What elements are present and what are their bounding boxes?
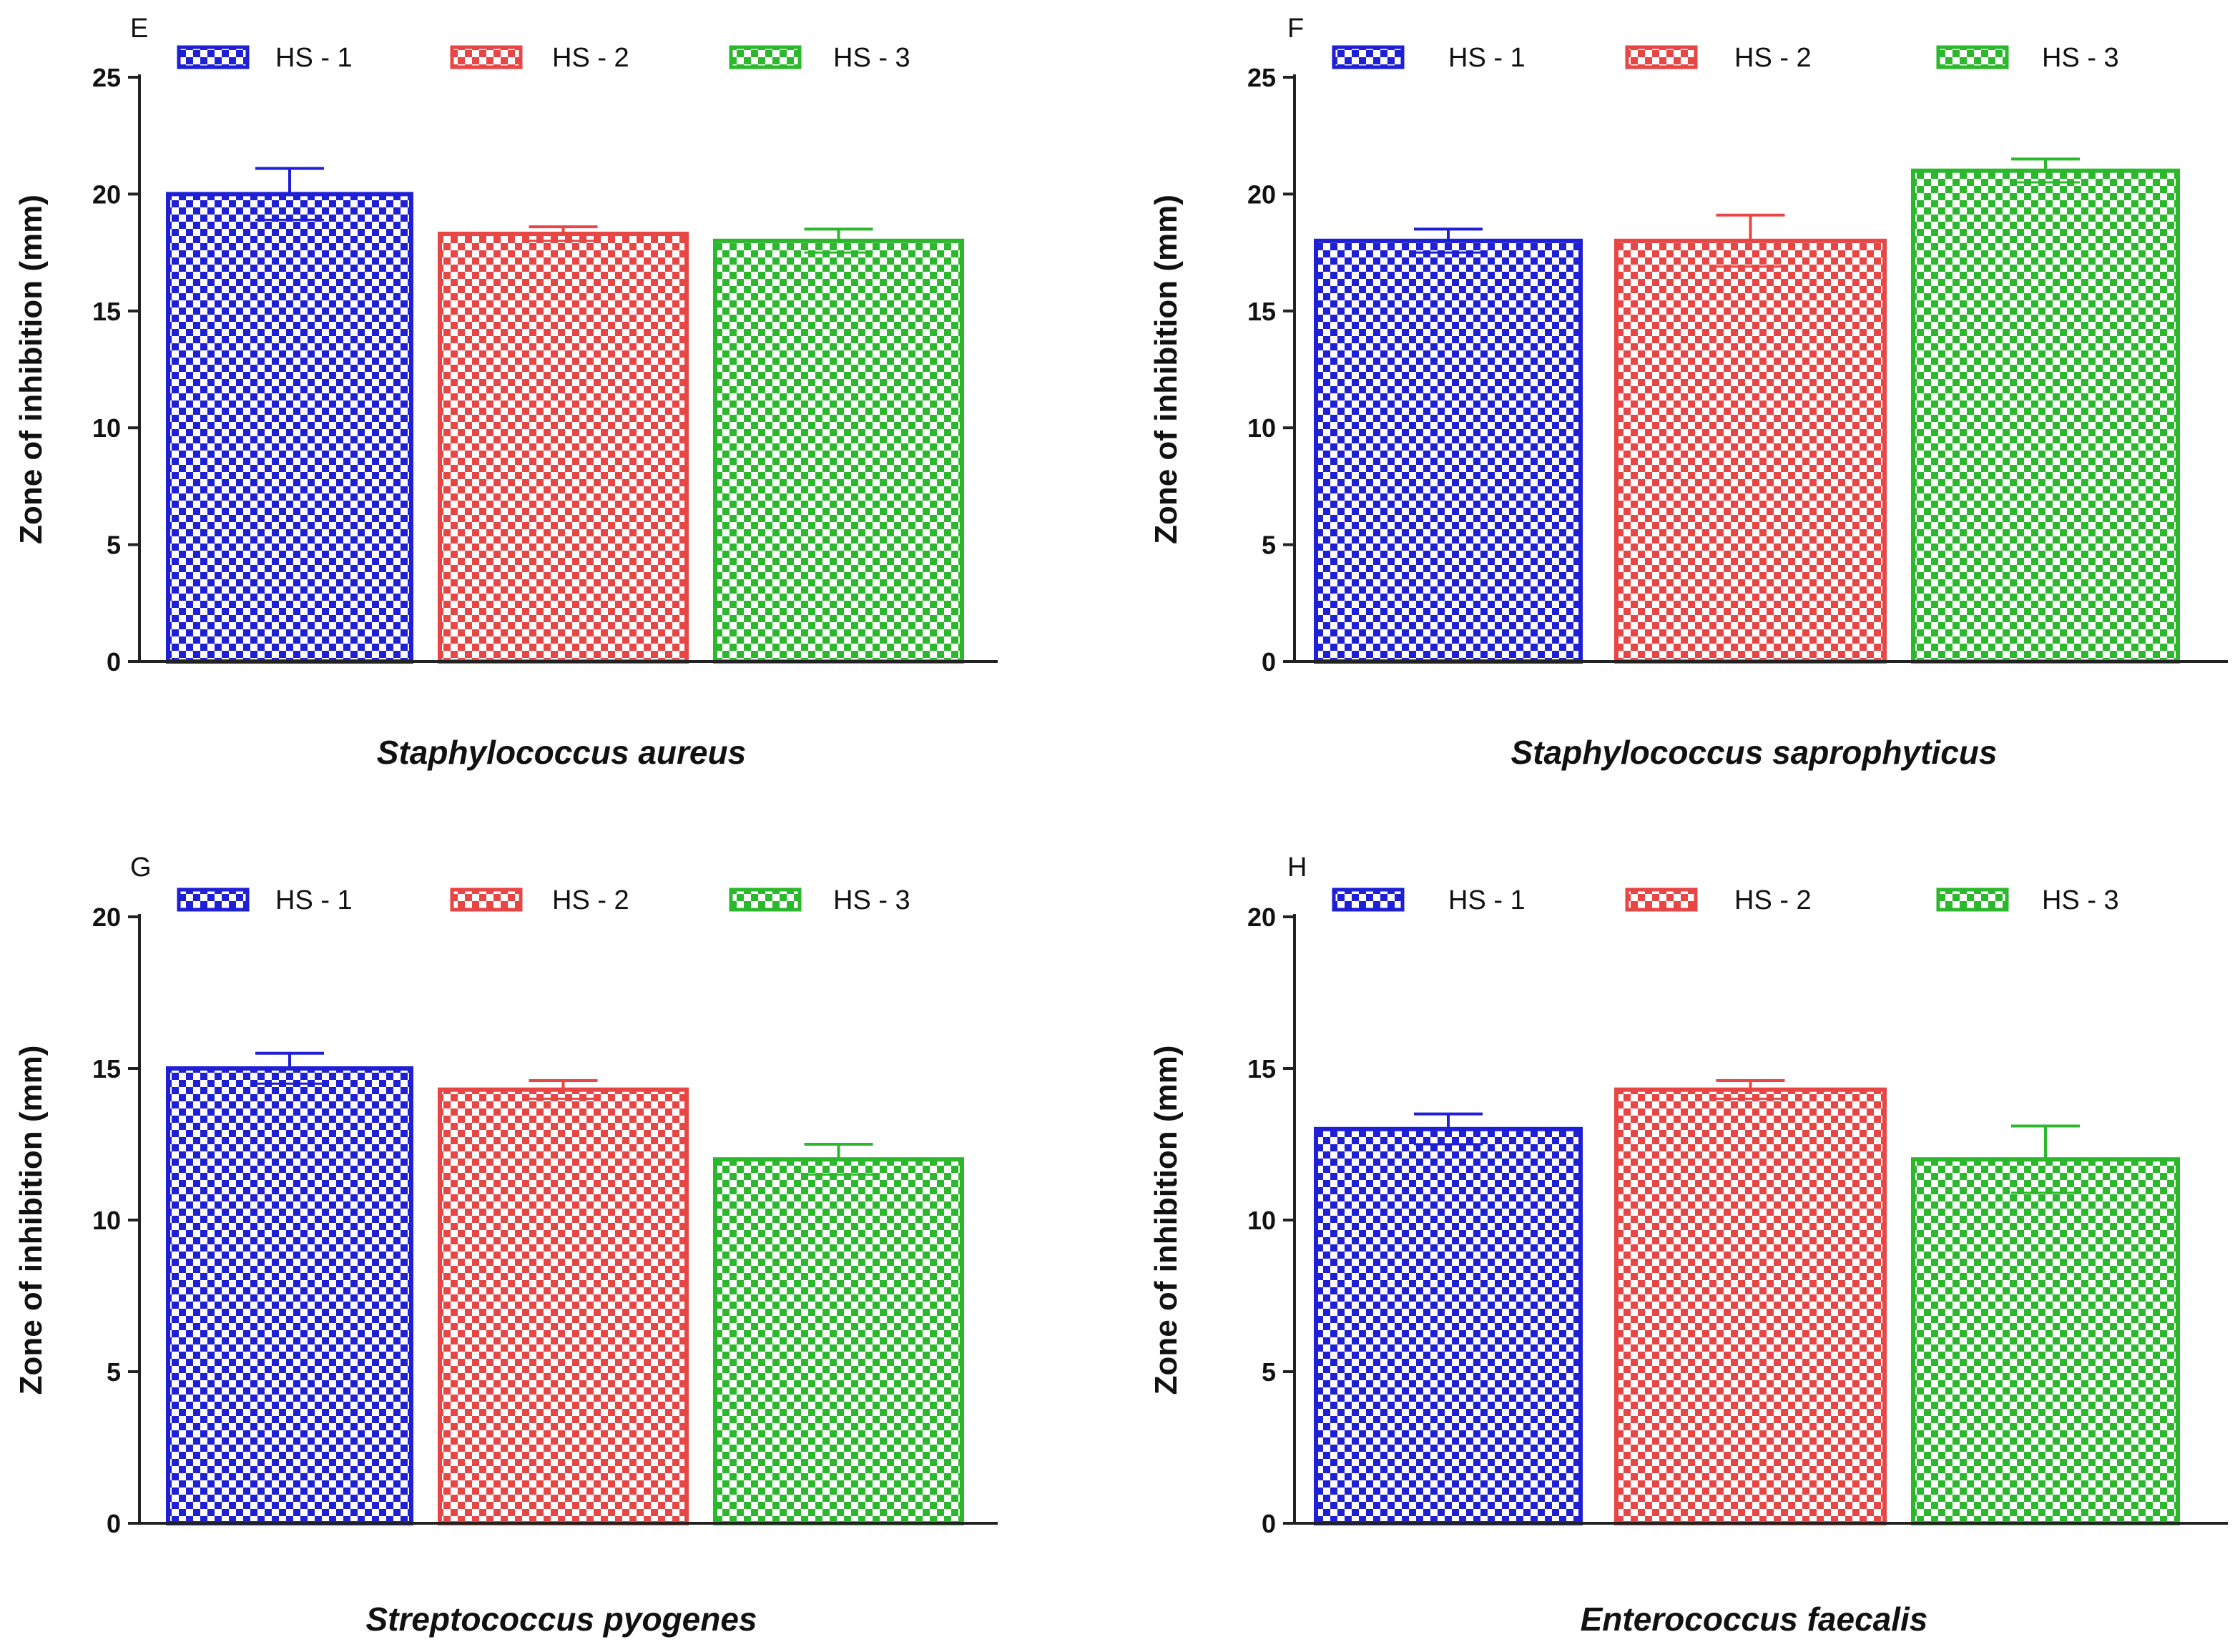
y-axis-title: Zone of inhibition (mm)	[14, 195, 49, 544]
x-axis-title: Staphylococcus aureus	[377, 734, 746, 771]
bar-hs-3	[1913, 171, 2178, 662]
x-axis-title: Streptococcus pyogenes	[365, 1601, 757, 1638]
bar-hs-1	[1316, 241, 1581, 662]
legend-label: HS - 2	[552, 43, 629, 73]
y-tick-label: 10	[92, 1206, 121, 1235]
y-tick-label: 0	[1262, 647, 1276, 677]
legend-label: HS - 1	[1448, 885, 1526, 915]
y-axis-title: Zone of inhibition (mm)	[14, 1046, 49, 1395]
y-tick-label: 10	[92, 413, 121, 443]
legend-item: HS - 1	[179, 43, 353, 73]
y-tick-label: 5	[107, 531, 121, 560]
y-tick-label: 10	[1247, 413, 1276, 443]
bar-hs-1	[168, 194, 411, 662]
legend-swatch	[452, 47, 521, 67]
legend-swatch	[1938, 47, 2007, 67]
legend-item: HS - 2	[1627, 885, 1812, 915]
bar-hs-2	[440, 1090, 687, 1523]
y-tick-label: 20	[1247, 180, 1276, 209]
legend-item: HS - 3	[731, 885, 910, 915]
legend-item: HS - 3	[1938, 885, 2119, 915]
bar-hs-3	[715, 241, 962, 662]
y-axis-title: Zone of inhibition (mm)	[1149, 1046, 1184, 1395]
y-axis-title: Zone of inhibition (mm)	[1149, 195, 1184, 544]
legend-swatch	[1334, 890, 1403, 910]
legend-label: HS - 2	[1734, 885, 1812, 915]
y-tick-label: 5	[1262, 1357, 1276, 1387]
chart-panel-G: G HS - 1 HS - 2 HS - 3 0 5 10 15 20 Zone of inhib…	[14, 852, 998, 1638]
y-tick-label: 15	[1247, 297, 1276, 326]
legend-item: HS - 3	[1938, 43, 2119, 73]
legend-swatch	[731, 47, 800, 67]
chart-panel-H: H HS - 1 HS - 2 HS - 3 0 5 10 15 20 Zone of inhib…	[1149, 852, 2228, 1638]
panel-letter: E	[130, 14, 148, 44]
legend-item: HS - 2	[452, 885, 629, 915]
legend-item: HS - 3	[731, 43, 910, 73]
legend-swatch	[1334, 47, 1403, 67]
panel-letter: G	[130, 852, 152, 882]
y-tick-label: 5	[1262, 531, 1276, 560]
legend-swatch	[179, 890, 247, 910]
legend-swatch	[1627, 47, 1696, 67]
y-tick-label: 25	[92, 63, 121, 92]
x-axis-title: Staphylococcus saprophyticus	[1511, 734, 1998, 771]
legend-label: HS - 3	[833, 43, 910, 73]
legend-swatch	[179, 47, 247, 67]
bar-hs-3	[715, 1159, 962, 1523]
legend-label: HS - 3	[833, 885, 910, 915]
panels: E HS - 1 HS - 2 HS - 3 0 5 10 15 20 25 Zone of inh…	[14, 14, 2228, 1638]
legend-swatch	[1627, 890, 1696, 910]
y-tick-label: 0	[107, 647, 121, 677]
legend-label: HS - 2	[1734, 43, 1812, 73]
legend-label: HS - 1	[275, 43, 353, 73]
y-tick-label: 20	[1247, 903, 1276, 932]
y-tick-label: 15	[1247, 1054, 1276, 1083]
y-tick-label: 25	[1247, 63, 1276, 92]
panel-letter: H	[1287, 852, 1307, 882]
bar-hs-1	[1316, 1129, 1581, 1523]
legend-label: HS - 2	[552, 885, 629, 915]
chart-panel-E: E HS - 1 HS - 2 HS - 3 0 5 10 15 20 25 Zone of inh…	[14, 14, 998, 771]
legend-label: HS - 3	[2042, 43, 2119, 73]
figure: E HS - 1 HS - 2 HS - 3 0 5 10 15 20 25 Zone of inh…	[0, 0, 2235, 1652]
panel-letter: F	[1287, 14, 1304, 44]
y-tick-label: 20	[92, 180, 121, 209]
y-tick-label: 15	[92, 297, 121, 326]
legend-item: HS - 2	[1627, 43, 1812, 73]
y-tick-label: 5	[107, 1357, 121, 1387]
bar-hs-2	[1616, 241, 1885, 662]
y-tick-label: 0	[1262, 1509, 1276, 1538]
legend-item: HS - 1	[1334, 43, 1526, 73]
bar-hs-1	[168, 1068, 411, 1523]
bar-hs-2	[1616, 1090, 1885, 1523]
y-tick-label: 0	[107, 1509, 121, 1538]
legend-swatch	[1938, 890, 2007, 910]
legend-label: HS - 1	[275, 885, 353, 915]
legend-swatch	[452, 890, 521, 910]
chart-panel-F: F HS - 1 HS - 2 HS - 3 0 5 10 15 20 25 Zone of inh…	[1149, 14, 2228, 771]
y-tick-label: 15	[92, 1054, 121, 1083]
x-axis-title: Enterococcus faecalis	[1581, 1601, 1928, 1638]
legend-label: HS - 1	[1448, 43, 1526, 73]
bar-hs-2	[440, 234, 687, 662]
legend-item: HS - 2	[452, 43, 629, 73]
legend-item: HS - 1	[179, 885, 353, 915]
legend-swatch	[731, 890, 800, 910]
legend-label: HS - 3	[2042, 885, 2119, 915]
y-tick-label: 20	[92, 903, 121, 932]
y-tick-label: 10	[1247, 1206, 1276, 1235]
legend-item: HS - 1	[1334, 885, 1526, 915]
bar-hs-3	[1913, 1159, 2178, 1523]
